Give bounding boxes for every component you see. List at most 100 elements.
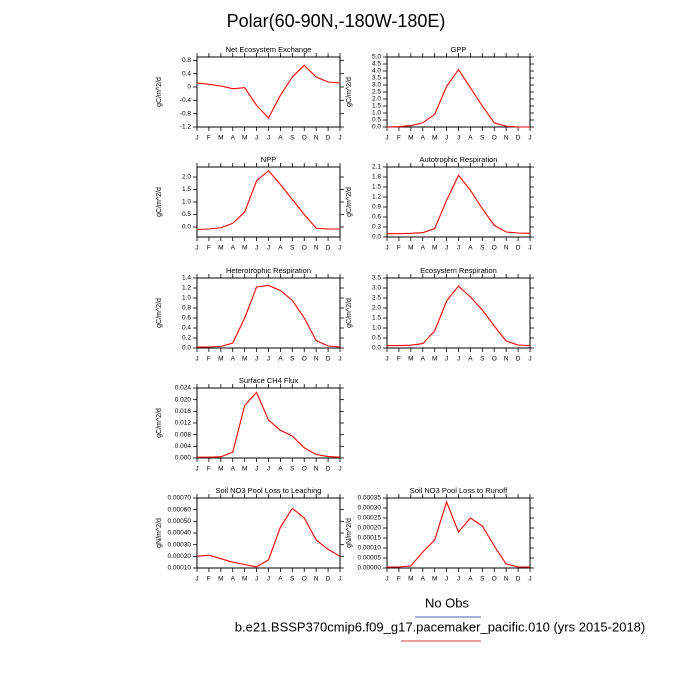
y-tick-label: 0.000 <box>175 455 192 462</box>
x-tick-label: M <box>432 576 437 583</box>
x-tick-label: J <box>338 466 341 473</box>
x-tick-label: M <box>242 576 247 583</box>
x-tick-label: O <box>492 576 497 583</box>
y-tick-label: 0.00025 <box>358 515 382 522</box>
x-tick-label: J <box>457 135 460 142</box>
x-tick-label: J <box>445 245 448 252</box>
x-tick-label: J <box>385 356 388 363</box>
panel-title: Ecosystem Respiration <box>420 266 497 275</box>
x-tick-label: A <box>421 576 426 583</box>
y-tick-label: 1.0 <box>182 295 191 302</box>
x-tick-label: N <box>314 356 319 363</box>
x-tick-label: J <box>267 466 270 473</box>
x-tick-label: S <box>290 245 295 252</box>
y-tick-label: 0.0 <box>372 124 381 131</box>
x-tick-label: M <box>242 356 247 363</box>
y-tick-label: 0.3 <box>372 224 381 231</box>
x-tick-label: J <box>338 135 341 142</box>
legend-obs: No Obs <box>425 595 470 610</box>
data-line <box>387 285 531 347</box>
x-tick-label: N <box>314 466 319 473</box>
x-tick-label: O <box>492 245 497 252</box>
x-tick-label: A <box>231 356 236 363</box>
y-tick-label: 0.00000 <box>358 565 382 572</box>
x-tick-label: D <box>516 245 521 252</box>
y-tick-label: 0.5 <box>182 211 191 218</box>
x-tick-label: J <box>195 356 198 363</box>
x-tick-label: J <box>338 356 341 363</box>
panel-title: Autotrophic Respiration <box>420 155 498 164</box>
x-tick-label: A <box>278 135 283 142</box>
y-tick-label: 0.6 <box>182 315 191 322</box>
y-tick-label: 0.9 <box>372 204 381 211</box>
y-tick-label: 0.00030 <box>358 505 382 512</box>
y-tick-label: 0.00020 <box>168 553 192 560</box>
x-tick-label: A <box>421 135 426 142</box>
y-tick-label: 0.00070 <box>168 495 192 502</box>
x-tick-label: S <box>290 576 295 583</box>
y-tick-label: 0.0 <box>372 345 381 352</box>
y-tick-label: 0.4 <box>182 70 191 77</box>
y-tick-label: 2.0 <box>182 174 191 181</box>
figure-title: Polar(60-90N,-180W-180E) <box>227 11 446 31</box>
y-axis-label: gC/m^2/d <box>156 187 163 217</box>
y-tick-label: 0.6 <box>372 214 381 221</box>
y-tick-label: 1.5 <box>372 315 381 322</box>
y-axis-label: gC/m^2/d <box>346 187 353 217</box>
x-tick-label: J <box>195 245 198 252</box>
x-tick-label: S <box>290 356 295 363</box>
x-tick-label: O <box>302 356 307 363</box>
y-tick-label: 1.4 <box>182 275 191 282</box>
y-tick-label: 1.5 <box>182 186 191 193</box>
y-tick-label: 1.2 <box>372 194 381 201</box>
x-tick-label: D <box>516 576 521 583</box>
x-tick-label: A <box>421 356 426 363</box>
y-tick-label: 0.024 <box>175 385 192 392</box>
y-tick-label: 0.00035 <box>358 495 382 502</box>
y-tick-label: 0 <box>187 84 191 91</box>
x-tick-label: O <box>302 576 307 583</box>
panel-title: NPP <box>261 155 276 164</box>
panel-title: Surface CH4 Flux <box>239 376 298 385</box>
y-tick-label: 3.0 <box>372 285 381 292</box>
y-tick-label: 4.0 <box>372 68 381 75</box>
x-tick-label: J <box>195 466 198 473</box>
y-tick-label: 0.2 <box>182 335 191 342</box>
y-tick-label: 0.004 <box>175 443 192 450</box>
x-tick-label: J <box>338 245 341 252</box>
x-tick-label: J <box>445 576 448 583</box>
x-tick-label: J <box>528 135 531 142</box>
x-tick-label: D <box>326 356 331 363</box>
y-tick-label: 0.8 <box>182 57 191 64</box>
x-tick-label: A <box>278 245 283 252</box>
y-tick-label: 2.1 <box>372 164 381 171</box>
x-tick-label: J <box>445 356 448 363</box>
y-tick-label: 1.0 <box>182 199 191 206</box>
x-tick-label: A <box>468 576 473 583</box>
y-tick-label: 0.00020 <box>358 525 382 532</box>
panel-title: Net Ecosystem Exchange <box>226 45 312 54</box>
x-tick-label: M <box>218 135 223 142</box>
x-tick-label: M <box>218 576 223 583</box>
y-tick-label: 0.8 <box>182 305 191 312</box>
x-tick-label: N <box>504 135 509 142</box>
panel-title: Soil NO3 Pool Loss to Runoff <box>410 486 508 495</box>
x-tick-label: A <box>468 356 473 363</box>
panel-title: GPP <box>451 45 467 54</box>
x-tick-label: O <box>302 135 307 142</box>
y-tick-label: -0.8 <box>180 110 192 117</box>
x-tick-label: F <box>207 356 211 363</box>
y-axis-label: gC/m^2/d <box>156 77 163 107</box>
x-tick-label: J <box>445 135 448 142</box>
y-tick-label: 1.2 <box>182 285 191 292</box>
x-tick-label: A <box>231 576 236 583</box>
x-tick-label: J <box>255 356 258 363</box>
y-axis-label: gN/m^2/d <box>156 518 163 548</box>
y-tick-label: 1.0 <box>372 325 381 332</box>
x-tick-label: S <box>480 135 485 142</box>
y-tick-label: 0.020 <box>175 396 192 403</box>
data-line <box>386 68 530 128</box>
x-tick-label: M <box>408 576 413 583</box>
x-tick-label: J <box>338 576 341 583</box>
x-tick-label: J <box>385 245 388 252</box>
